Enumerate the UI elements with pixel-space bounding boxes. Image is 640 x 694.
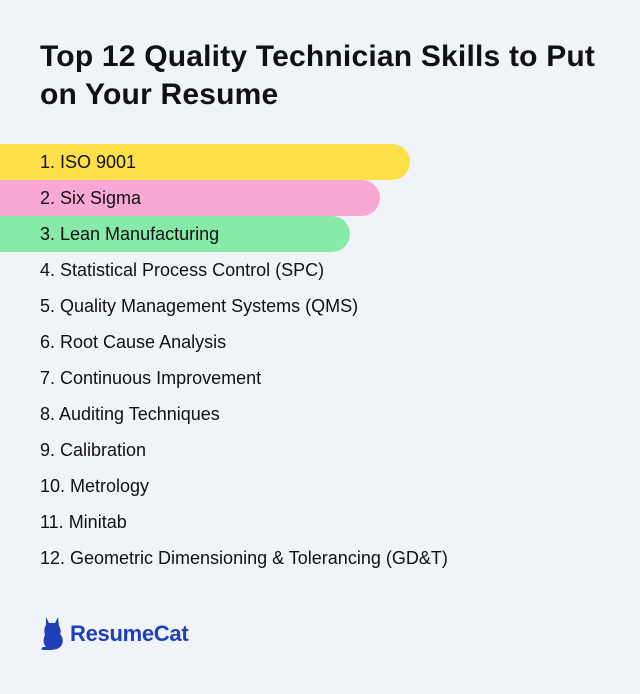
skill-item-8: 8. Auditing Techniques — [40, 404, 220, 424]
skill-item-11: 11. Minitab — [40, 512, 127, 532]
skill-item-12: 12. Geometric Dimensioning & Tolerancing… — [40, 548, 448, 568]
skill-item-9: 9. Calibration — [40, 440, 147, 460]
cat-icon — [40, 613, 64, 656]
skill-list: 1. ISO 9001 2. Six Sigma 3. Lean Manufac… — [0, 144, 448, 576]
skill-item-5: 5. Quality Management Systems (QMS) — [40, 296, 359, 316]
skill-item-2: 2. Six Sigma — [0, 180, 380, 216]
skill-item-10: 10. Metrology — [40, 476, 150, 496]
skill-item-4: 4. Statistical Process Control (SPC) — [40, 260, 325, 280]
brand-name: ResumeCat — [70, 621, 189, 646]
skill-item-7: 7. Continuous Improvement — [40, 368, 262, 388]
skill-item-6: 6. Root Cause Analysis — [40, 332, 227, 352]
skill-item-1: 1. ISO 9001 — [0, 144, 410, 180]
brand-logo: ResumeCat — [40, 613, 189, 656]
skill-item-3: 3. Lean Manufacturing — [0, 216, 350, 252]
page-title: Top 12 Quality Technician Skills to Put … — [40, 40, 596, 111]
